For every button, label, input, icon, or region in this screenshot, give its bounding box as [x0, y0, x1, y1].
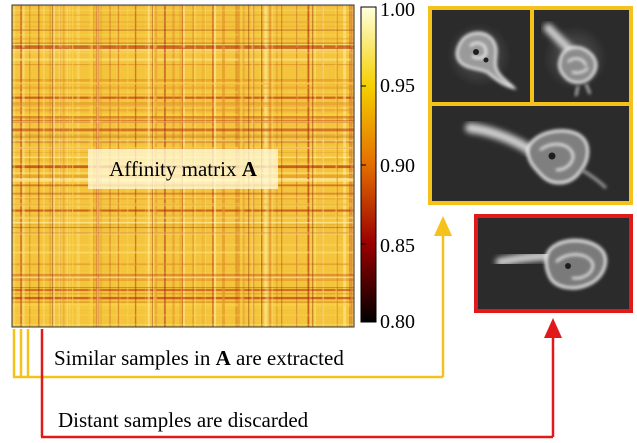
similar-caption-symbol: A: [215, 346, 231, 370]
colorbar-tick-3: 0.90: [380, 155, 415, 177]
distant-caption: Distant samples are discarded: [58, 408, 309, 432]
similar-sample-2: [543, 23, 607, 97]
matrix-label: Affinity matrix A: [88, 149, 278, 189]
similar-arrowhead: [434, 216, 452, 236]
similar-caption: Similar samples in A are extracted: [54, 346, 344, 370]
colorbar-tick-5: 0.80: [380, 311, 415, 333]
colorbar-tick-2: 0.95: [380, 75, 415, 97]
similar-caption-prefix: Similar samples in: [54, 346, 216, 370]
distant-arrowhead: [544, 318, 562, 338]
colorbar-tick-4: 0.85: [380, 235, 415, 257]
distant-sample-panel: [474, 214, 633, 313]
similar-sample-1: [447, 23, 517, 90]
similar-caption-suffix: are extracted: [230, 346, 344, 370]
similar-connector: [12, 216, 452, 379]
colorbar-tick-1: 1.00: [380, 0, 415, 21]
similar-samples-panel: [428, 6, 633, 205]
distant-connector: [40, 318, 562, 439]
colorbar: [360, 6, 377, 323]
matrix-label-text: Affinity matrix: [109, 157, 242, 181]
similar-sample-3: [465, 123, 608, 190]
matrix-label-symbol: A: [241, 157, 257, 181]
